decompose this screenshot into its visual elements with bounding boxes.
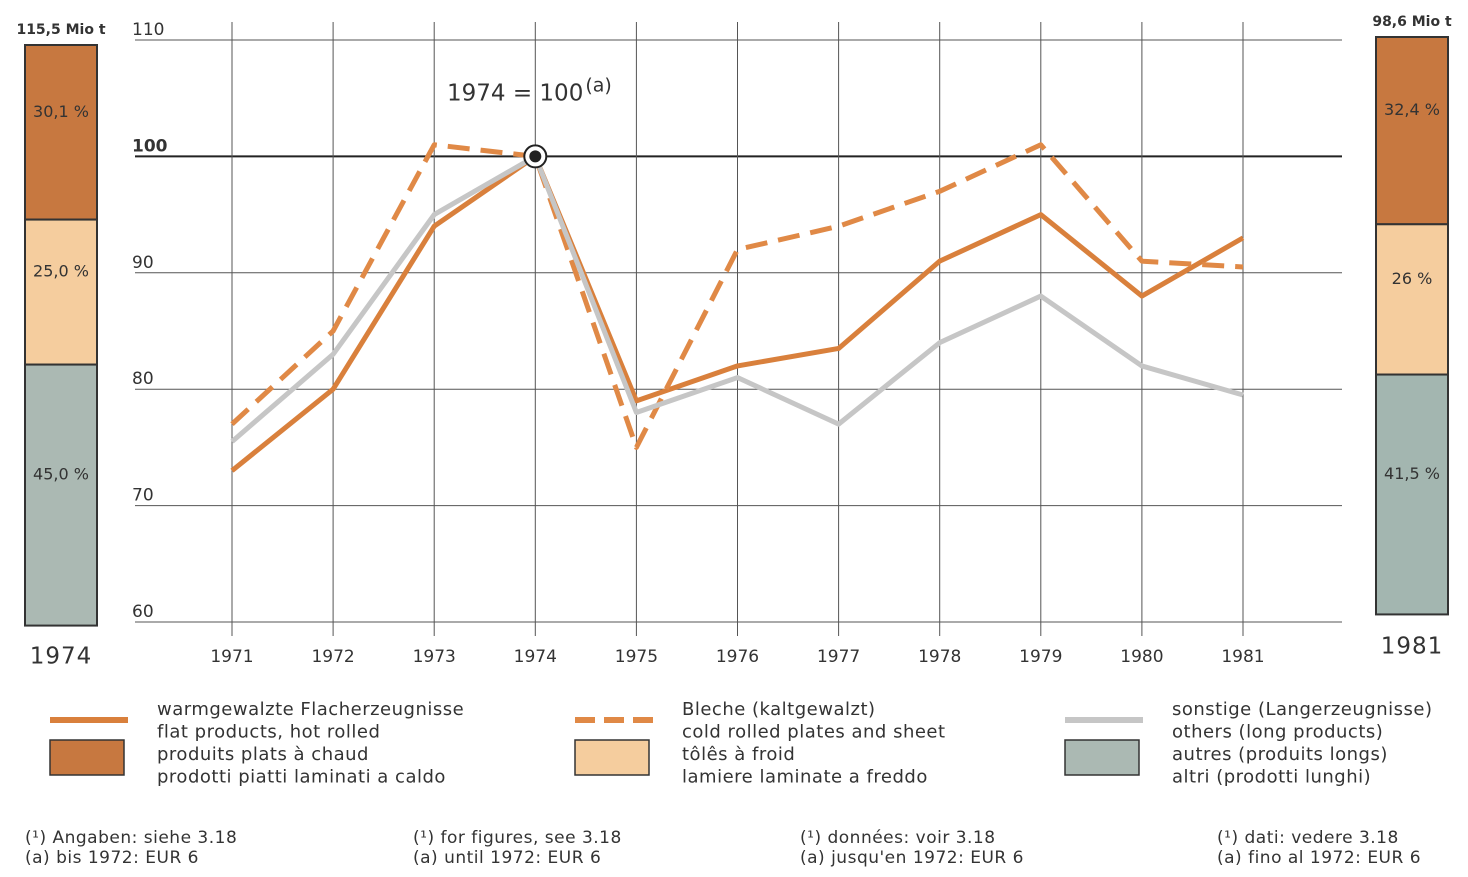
legend-label: sonstige (Langerzeugnisse) <box>1172 699 1432 720</box>
annotation-superscript: (a) <box>585 75 611 97</box>
footnote: (a) bis 1972: EUR 6 <box>25 848 199 868</box>
legend-label: flat products, hot rolled <box>157 722 380 743</box>
legend-label: altri (prodotti lunghi) <box>1172 767 1371 788</box>
y-tick-label: 110 <box>132 20 164 40</box>
y-tick-label: 80 <box>132 369 154 389</box>
x-tick-label: 1976 <box>716 647 759 667</box>
bar-value-label: 32,4 % <box>1384 100 1440 119</box>
x-tick-label: 1981 <box>1221 647 1264 667</box>
bar-segment <box>1375 223 1449 376</box>
bar-segment <box>24 363 98 627</box>
legend-label: tôlês à froid <box>682 744 795 765</box>
x-tick-label: 1973 <box>413 647 456 667</box>
x-tick-label: 1979 <box>1019 647 1062 667</box>
x-tick-label: 1977 <box>817 647 860 667</box>
bar-category: 1974 <box>30 644 93 670</box>
x-tick-label: 1978 <box>918 647 961 667</box>
legend-label: autres (produits longs) <box>1172 744 1388 765</box>
footnote: (a) fino al 1972: EUR 6 <box>1217 848 1421 868</box>
x-tick-label: 1975 <box>615 647 658 667</box>
bar-title: 115,5 Mio t <box>16 22 105 38</box>
footnote: (a) until 1972: EUR 6 <box>413 848 601 868</box>
bar-category: 1981 <box>1381 634 1444 660</box>
bar-value-label: 26 % <box>1392 269 1433 288</box>
data-line <box>230 142 1244 450</box>
legend-label: produits plats à chaud <box>157 744 369 765</box>
y-tick-label: 60 <box>132 602 154 622</box>
legend-label: warmgewalzte Flacherzeugnisse <box>157 699 464 720</box>
footnote: (¹) Angaben: siehe 3.18 <box>25 828 237 848</box>
legend-box <box>49 739 125 776</box>
legend-label: Bleche (kaltgewalzt) <box>682 699 876 720</box>
x-tick-label: 1974 <box>514 647 557 667</box>
bar-value-label: 25,0 % <box>33 262 89 281</box>
y-tick-label: 90 <box>132 253 154 273</box>
legend-box <box>574 739 650 776</box>
bar-segment <box>24 218 98 366</box>
bar-segment <box>1375 373 1449 616</box>
footnote: (¹) dati: vedere 3.18 <box>1217 828 1399 848</box>
bar-value-label: 30,1 % <box>33 102 89 121</box>
legend-label: prodotti piatti laminati a caldo <box>157 767 446 788</box>
footnote: (¹) données: voir 3.18 <box>800 828 996 848</box>
footnote: (a) jusqu'en 1972: EUR 6 <box>800 848 1024 868</box>
legend-box <box>1064 739 1140 776</box>
bar-value-label: 45,0 % <box>33 465 89 484</box>
bar-segment <box>24 44 98 221</box>
y-tick-label: 100 <box>132 136 168 156</box>
x-tick-label: 1971 <box>210 647 253 667</box>
bar-segment <box>1375 36 1449 226</box>
legend-label: cold rolled plates and sheet <box>682 722 946 743</box>
footnote: (¹) for figures, see 3.18 <box>413 828 622 848</box>
data-line <box>230 153 1245 473</box>
annotation: 1974 = 100 <box>447 81 583 107</box>
legend-label: lamiere laminate a freddo <box>682 767 928 788</box>
reference-dot <box>529 150 542 163</box>
y-tick-label: 70 <box>132 486 154 506</box>
x-tick-label: 1972 <box>311 647 354 667</box>
legend-label: others (long products) <box>1172 722 1383 743</box>
bar-title: 98,6 Mio t <box>1372 14 1452 30</box>
x-tick-label: 1980 <box>1120 647 1163 667</box>
bar-value-label: 41,5 % <box>1384 464 1440 483</box>
data-line <box>230 153 1244 444</box>
